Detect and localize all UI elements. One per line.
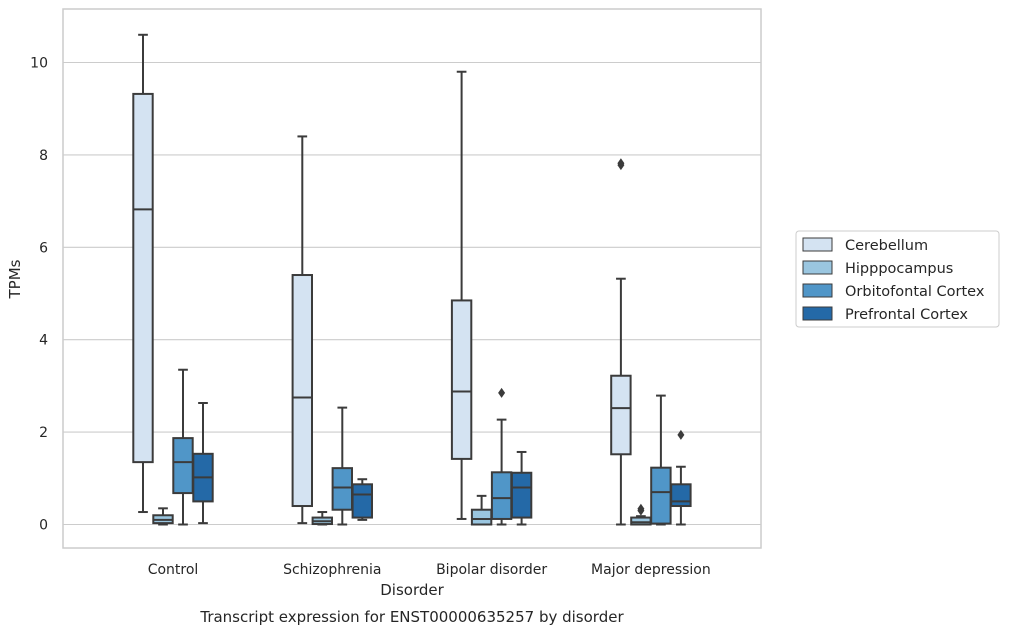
box-1-1 [311,511,334,526]
y-tick-label-3: 6 [39,240,48,256]
y-tick-label-0: 0 [39,518,48,534]
legend-entry-1: Hipppocampus [845,261,953,277]
box-body [470,508,493,526]
legend-swatch-3 [802,306,833,321]
outlier-1 [617,160,625,171]
y-tick-label-2: 4 [39,333,48,349]
legend-frame [795,230,1000,328]
box-0-2 [450,70,473,520]
box-body [331,467,354,511]
box-3-3 [670,429,692,526]
box-2-2 [490,387,513,526]
y-tick-label-1: 2 [39,425,48,441]
legend-entry-2: Orbitofontal Cortex [845,284,985,300]
box-body [351,483,374,519]
plot-frame [62,8,762,549]
box-1-2 [470,494,493,526]
x-tick-label-1: Schizophrenia [283,562,381,578]
y-tick-label-4: 8 [39,148,48,164]
x-tick-label-2: Bipolar disorder [436,562,547,578]
box-3-1 [351,478,374,521]
legend: Cerebellum Hipppocampus Orbitofontal Corte… [795,230,1000,328]
box-1-0 [152,507,174,526]
legend-entry-0: Cerebellum [845,238,928,254]
box-body [490,471,513,520]
box-body [510,471,533,519]
box-body [172,437,194,495]
box-marks [132,33,692,526]
box-3-2 [510,450,533,526]
box-2-1 [331,406,354,526]
box-body [132,92,154,464]
box-0-0 [132,33,154,514]
box-2-0 [172,368,194,526]
outlier-0 [498,387,506,398]
box-0-3 [610,158,632,526]
legend-swatch-0 [802,237,833,252]
box-body [450,299,473,460]
box-body [670,483,692,508]
box-body [650,466,672,525]
box-body [610,374,632,456]
outlier-0 [677,429,685,440]
y-tick-label-5: 10 [30,56,48,72]
outlier-1 [637,505,645,516]
chart-title: Transcript expression for ENST0000063525… [199,608,624,626]
axes: 0 2 4 6 8 10 Control Schizophrenia Bipolar disor… [30,8,762,578]
box-body [630,516,652,526]
legend-swatch-1 [802,260,833,275]
box-2-3 [650,394,672,526]
x-tick-label-0: Control [148,562,199,578]
legend-entry-3: Prefrontal Cortex [845,307,968,323]
x-axis-title: Disorder [380,581,444,599]
y-axis-title: TPMs [6,259,24,299]
box-3-0 [192,401,214,525]
legend-swatch-2 [802,283,833,298]
box-body [291,274,314,508]
box-0-1 [291,135,314,525]
grid-lines [63,61,761,526]
box-1-3 [630,503,652,526]
x-tick-label-3: Major depression [591,562,711,578]
